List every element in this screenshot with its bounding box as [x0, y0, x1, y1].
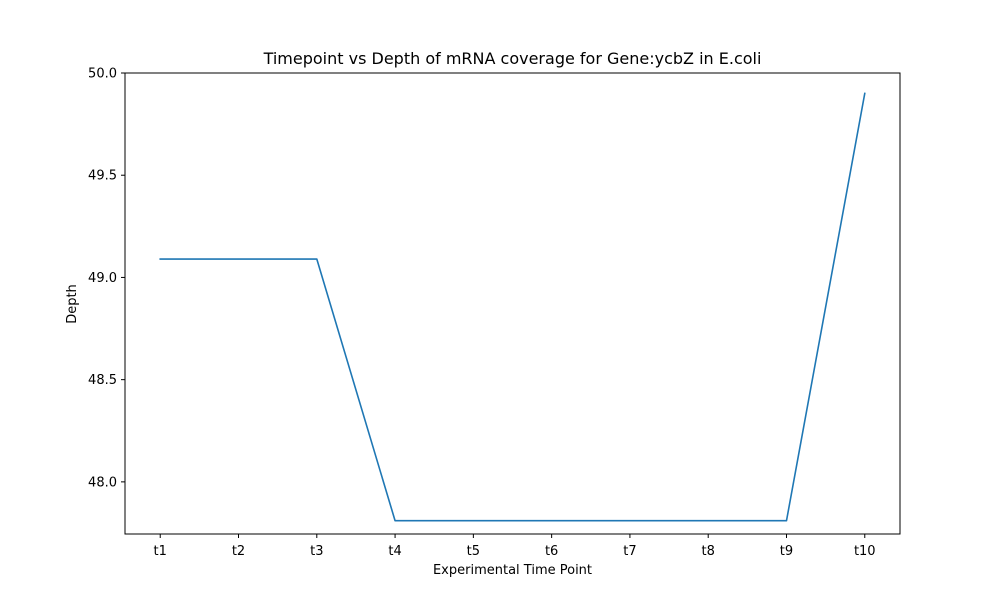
y-tick-label: 48.5: [88, 373, 117, 388]
x-tick-label: t7: [623, 544, 636, 559]
x-tick-label: t4: [388, 544, 401, 559]
plot-background: [125, 73, 900, 534]
series-group: [159, 92, 866, 522]
y-tick-label: 50.0: [88, 67, 117, 82]
x-axis-ticks: t1 t2 t3 t4 t5 t6 t7 t8 t9 t10: [154, 534, 876, 559]
x-tick-label: t5: [467, 544, 480, 559]
chart-title: Timepoint vs Depth of mRNA coverage for …: [263, 49, 762, 68]
y-axis-ticks: 48.0 48.5 49.0 49.5 50.0: [88, 67, 125, 490]
y-tick-label: 49.5: [88, 169, 117, 184]
y-tick-label: 48.0: [88, 475, 117, 490]
y-tick-label: 49.0: [88, 271, 117, 286]
series-line: [159, 92, 866, 522]
x-tick-label: t2: [232, 544, 245, 559]
x-tick-label: t9: [780, 544, 793, 559]
x-tick-label: t6: [545, 544, 558, 559]
x-tick-label: t10: [854, 544, 876, 559]
x-tick-label: t8: [702, 544, 715, 559]
x-tick-label: t1: [154, 544, 167, 559]
x-axis-label: Experimental Time Point: [433, 563, 592, 578]
x-tick-label: t3: [310, 544, 323, 559]
plot-frame: [124, 72, 901, 535]
y-axis-label: Depth: [65, 284, 80, 324]
